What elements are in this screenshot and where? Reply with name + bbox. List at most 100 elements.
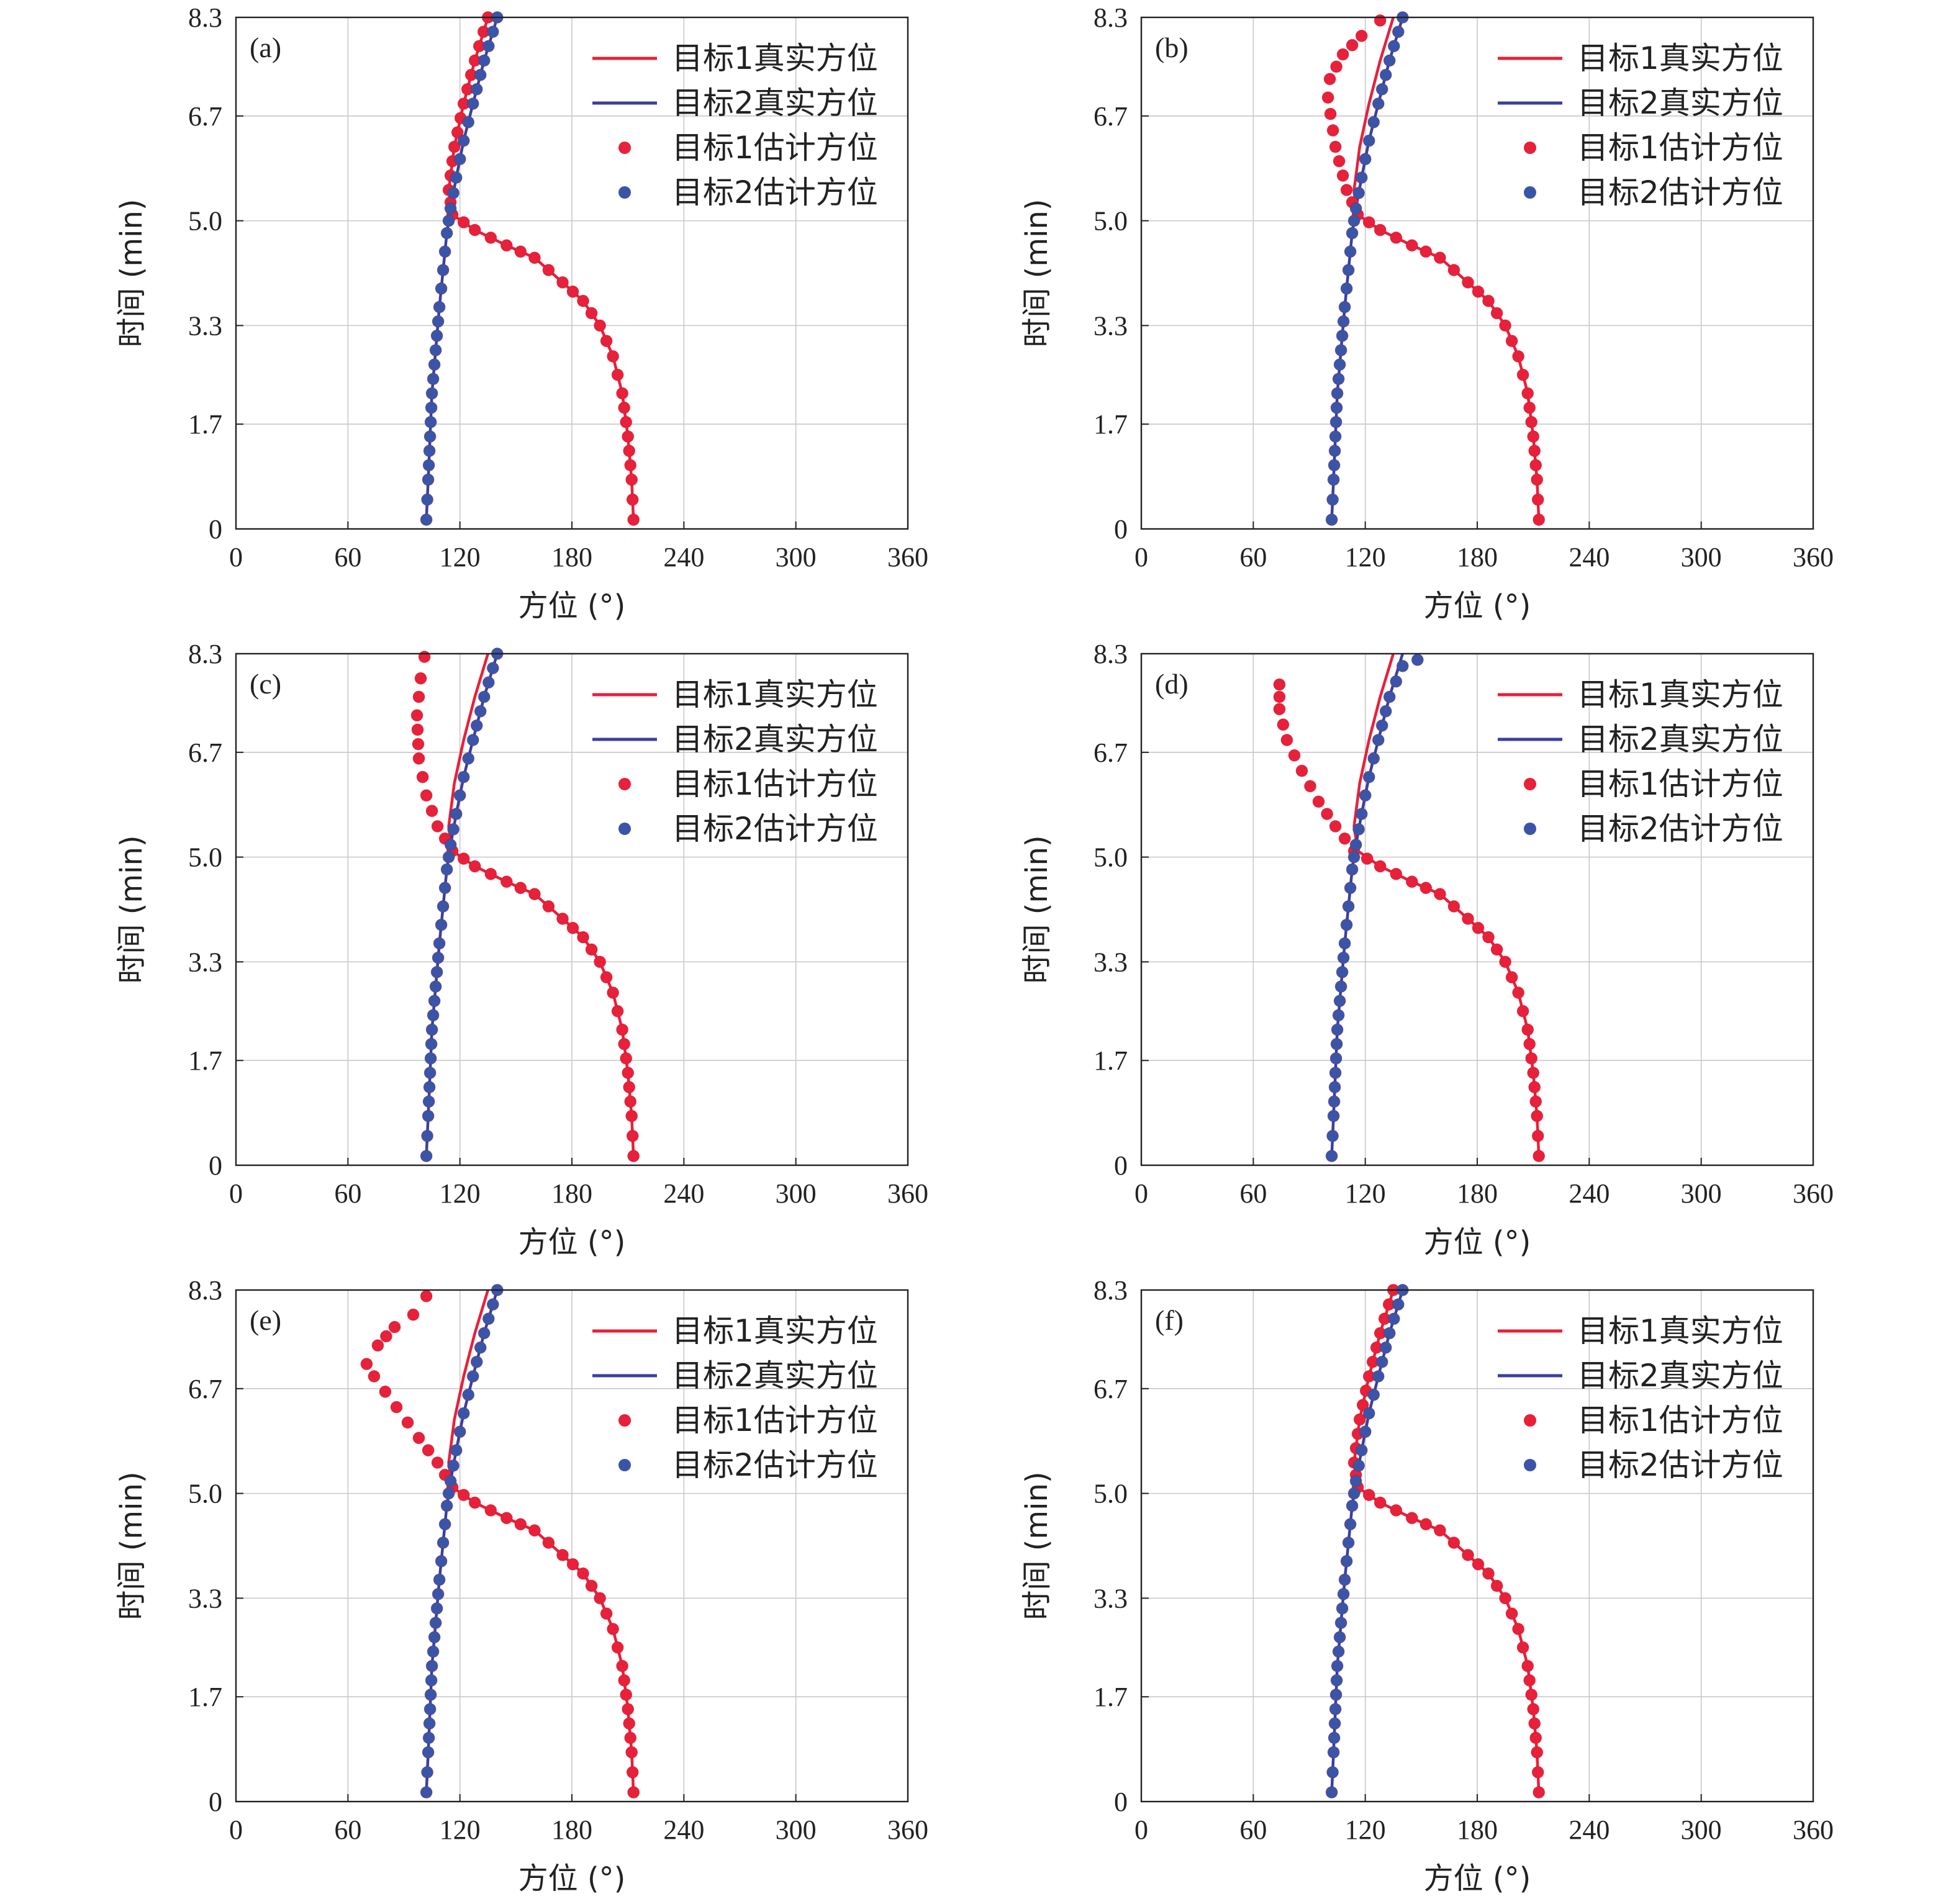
y-tick-label: 0 [1114, 1787, 1128, 1817]
data-point [470, 719, 483, 732]
y-axis-label: 时间 (min) [1020, 199, 1054, 347]
data-point [478, 54, 491, 67]
data-point [1379, 705, 1392, 718]
plot-frame [1140, 1289, 1814, 1803]
data-point [1333, 358, 1346, 371]
legend-label: 目标1估计方位 [672, 766, 878, 802]
series-3 [420, 647, 504, 1162]
data-point [1326, 124, 1339, 137]
data-point [1355, 29, 1368, 42]
data-point [1367, 115, 1380, 129]
data-point [432, 1587, 445, 1600]
y-tick-label: 3.3 [188, 947, 222, 977]
data-point [1326, 1766, 1339, 1779]
data-point [607, 1623, 619, 1635]
data-point [1344, 1518, 1357, 1531]
data-point [412, 752, 425, 765]
data-point [478, 1327, 491, 1340]
data-point [1334, 1617, 1347, 1630]
x-tick-label: 360 [887, 1815, 928, 1845]
data-point [430, 966, 443, 978]
data-point [624, 459, 637, 472]
x-tick-label: 300 [776, 1178, 817, 1209]
legend-label: 目标1估计方位 [672, 130, 878, 166]
legend-label: 目标2真实方位 [1577, 721, 1783, 757]
data-point [623, 1081, 636, 1094]
data-point [444, 202, 457, 215]
x-tick-label: 120 [440, 542, 481, 572]
data-point [626, 1129, 639, 1142]
data-point [1338, 832, 1351, 845]
series-2 [1273, 678, 1546, 1162]
data-point [427, 372, 440, 386]
data-point [1362, 216, 1375, 229]
x-tick-label: 240 [1569, 1815, 1610, 1845]
data-point [421, 493, 433, 506]
x-tick-label: 0 [229, 1815, 243, 1845]
data-point [470, 1355, 483, 1368]
legend-label: 目标2估计方位 [1577, 174, 1783, 210]
data-point [1362, 134, 1375, 147]
data-point [1533, 1786, 1546, 1799]
data-point [428, 995, 441, 1008]
data-point [1344, 882, 1357, 895]
data-point [594, 319, 606, 332]
data-point [1331, 387, 1344, 400]
data-point [420, 1150, 433, 1162]
x-tick-label: 60 [1239, 542, 1267, 572]
data-point [486, 662, 499, 675]
data-point [423, 1081, 436, 1094]
data-point [1349, 202, 1362, 215]
data-point [1333, 155, 1346, 168]
data-point [1499, 955, 1512, 968]
legend-label: 目标1真实方位 [672, 40, 878, 76]
y-tick-label: 5.0 [188, 1479, 222, 1509]
y-axis-label: 时间 (min) [1020, 1471, 1054, 1620]
data-point [1525, 416, 1538, 428]
data-point [466, 734, 479, 746]
y-tick-label: 3.3 [188, 310, 222, 341]
data-point [618, 1674, 631, 1687]
x-tick-label: 120 [1345, 1178, 1386, 1209]
data-point [566, 1558, 579, 1571]
data-point [418, 651, 431, 663]
data-point [1362, 1407, 1375, 1420]
data-point [618, 401, 631, 414]
data-point [450, 1444, 463, 1457]
data-point [474, 1341, 487, 1354]
data-point [1433, 1524, 1446, 1537]
data-point [622, 1067, 635, 1079]
x-tick-label: 60 [334, 1815, 361, 1845]
data-point [1340, 282, 1353, 295]
legend-label: 目标1真实方位 [672, 1313, 878, 1349]
y-tick-label: 0 [209, 1787, 222, 1817]
legend-swatch-marker [618, 186, 631, 199]
y-tick-label: 8.3 [1093, 639, 1128, 669]
data-point [420, 789, 433, 802]
legend-swatch-marker [618, 823, 631, 835]
series-3 [420, 11, 504, 526]
data-point [425, 805, 438, 818]
data-point [486, 1298, 499, 1311]
series-2 [1347, 1284, 1546, 1799]
data-point [616, 1023, 628, 1036]
x-axis-label: 方位 (°) [1424, 1225, 1531, 1260]
data-point [453, 789, 466, 802]
y-tick-label: 8.3 [1093, 2, 1128, 33]
data-point [430, 330, 443, 342]
data-point [1346, 227, 1359, 240]
data-point [1512, 350, 1525, 363]
x-axis-label: 方位 (°) [518, 589, 626, 623]
data-point [1521, 1023, 1534, 1036]
panel-label: (c) [250, 668, 281, 700]
data-point [1390, 1504, 1403, 1517]
legend-label: 目标1真实方位 [1577, 1313, 1783, 1349]
data-point [435, 282, 448, 295]
data-point [447, 823, 460, 836]
data-point [607, 986, 619, 999]
data-point [433, 300, 446, 314]
data-point [566, 921, 579, 934]
data-point [1295, 764, 1308, 777]
data-point [1312, 795, 1325, 808]
data-point [437, 900, 450, 913]
